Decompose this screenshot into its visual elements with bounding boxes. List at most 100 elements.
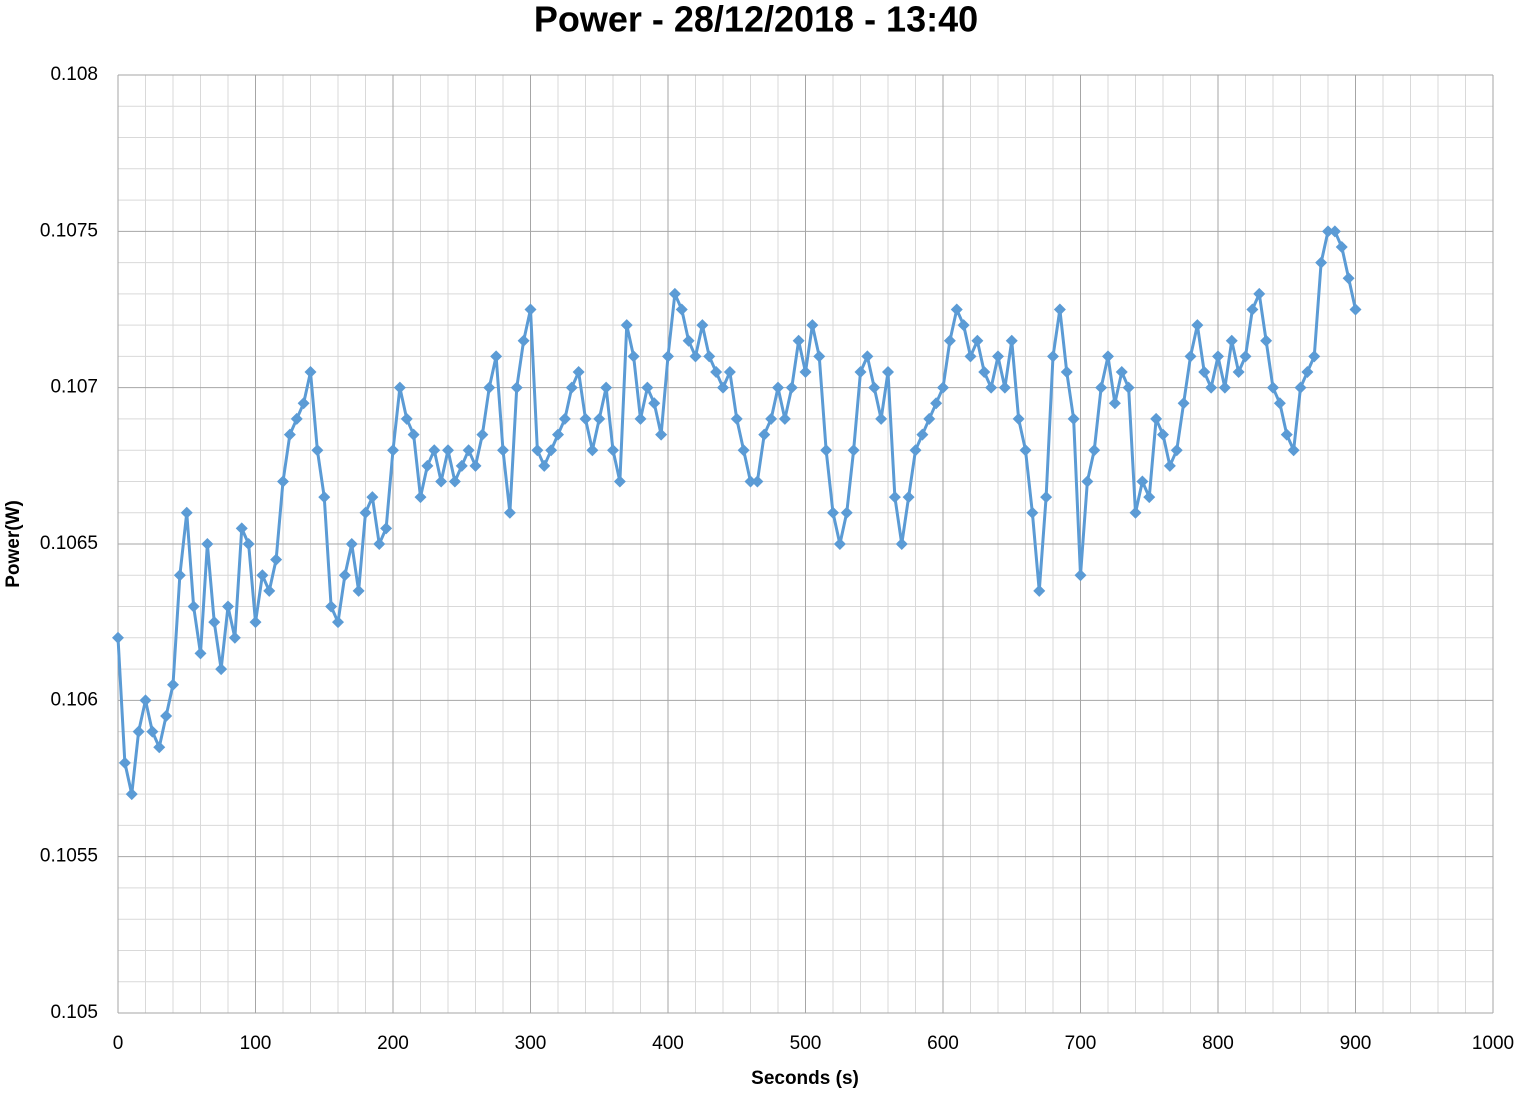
- data-point: [545, 444, 558, 457]
- data-point: [937, 381, 949, 394]
- data-point: [160, 709, 173, 722]
- data-point: [840, 506, 853, 519]
- data-point: [765, 412, 778, 425]
- data-point: [490, 350, 503, 363]
- data-point: [483, 381, 496, 394]
- data-point: [1040, 491, 1053, 504]
- data-point: [655, 428, 668, 441]
- data-point: [304, 366, 317, 379]
- data-point: [1019, 444, 1032, 457]
- data-point: [1074, 569, 1087, 582]
- data-point: [125, 788, 138, 801]
- x-tick-label: 700: [1065, 1033, 1097, 1054]
- data-point: [407, 428, 420, 441]
- data-point: [1047, 350, 1059, 363]
- data-point: [613, 475, 626, 488]
- data-point: [1308, 350, 1321, 363]
- data-point: [153, 741, 166, 754]
- data-point: [208, 616, 221, 629]
- data-point: [641, 381, 654, 394]
- data-point: [359, 506, 372, 519]
- data-point: [1246, 303, 1259, 316]
- data-point: [668, 287, 681, 300]
- data-point: [833, 538, 846, 550]
- data-point: [662, 350, 674, 363]
- data-point: [854, 366, 867, 379]
- data-point: [373, 538, 386, 550]
- y-tick-label: 0.108: [50, 64, 98, 85]
- data-point: [648, 397, 661, 410]
- x-tick-label: 300: [515, 1033, 547, 1054]
- data-point: [1026, 506, 1039, 519]
- data-point: [600, 381, 613, 394]
- data-point: [1280, 428, 1293, 441]
- data-point: [744, 475, 757, 488]
- data-point: [1005, 334, 1018, 347]
- data-point: [992, 350, 1004, 363]
- data-point: [565, 381, 578, 394]
- data-point: [607, 444, 619, 457]
- y-tick-label: 0.107: [50, 377, 98, 398]
- data-point: [950, 303, 963, 316]
- data-point: [682, 334, 695, 347]
- data-point: [222, 600, 234, 613]
- data-point: [799, 366, 812, 379]
- data-point: [1136, 475, 1149, 488]
- data-point: [1067, 412, 1080, 425]
- data-point: [820, 444, 833, 457]
- data-point: [1253, 287, 1266, 300]
- data-point: [778, 412, 791, 425]
- data-point: [510, 381, 523, 394]
- chart-title: Power - 28/12/2018 - 13:40: [534, 0, 978, 40]
- x-tick-label: 500: [790, 1033, 822, 1054]
- data-point: [228, 631, 241, 644]
- data-point: [888, 491, 901, 504]
- data-point: [325, 600, 338, 613]
- data-point: [256, 569, 269, 582]
- data-point: [380, 522, 393, 535]
- data-point: [1273, 397, 1286, 410]
- data-point: [497, 444, 509, 457]
- data-point: [1150, 412, 1163, 425]
- data-point: [400, 412, 413, 425]
- data-point: [318, 491, 331, 504]
- data-point: [139, 694, 152, 707]
- data-point: [785, 381, 798, 394]
- data-point: [201, 538, 214, 550]
- data-point: [393, 381, 406, 394]
- data-point: [249, 616, 262, 629]
- data-point: [180, 506, 193, 519]
- x-tick-label: 100: [240, 1033, 272, 1054]
- y-axis-title: Power(W): [3, 500, 24, 588]
- data-point: [923, 412, 936, 425]
- data-point: [1163, 459, 1176, 472]
- data-point: [1060, 366, 1073, 379]
- data-point: [524, 303, 537, 316]
- data-point: [1143, 491, 1156, 504]
- data-point: [290, 412, 303, 425]
- data-point: [895, 538, 908, 550]
- data-point: [132, 725, 145, 738]
- data-point: [998, 381, 1011, 394]
- data-point: [1322, 225, 1334, 238]
- data-point: [875, 412, 888, 425]
- data-point: [118, 756, 131, 769]
- data-point: [263, 584, 276, 597]
- data-point: [1218, 381, 1231, 394]
- data-point: [1335, 240, 1348, 253]
- data-point: [442, 444, 454, 457]
- x-tick-label: 800: [1202, 1033, 1234, 1054]
- y-tick-label: 0.106: [50, 689, 98, 710]
- data-point: [710, 366, 723, 379]
- data-point: [902, 491, 915, 504]
- data-point: [1342, 272, 1355, 285]
- data-point: [558, 412, 571, 425]
- data-point: [167, 678, 179, 691]
- data-point: [703, 350, 716, 363]
- x-tick-label: 200: [377, 1033, 409, 1054]
- data-point: [146, 725, 159, 738]
- data-point: [345, 538, 358, 550]
- data-point: [187, 600, 200, 613]
- data-point: [469, 459, 482, 472]
